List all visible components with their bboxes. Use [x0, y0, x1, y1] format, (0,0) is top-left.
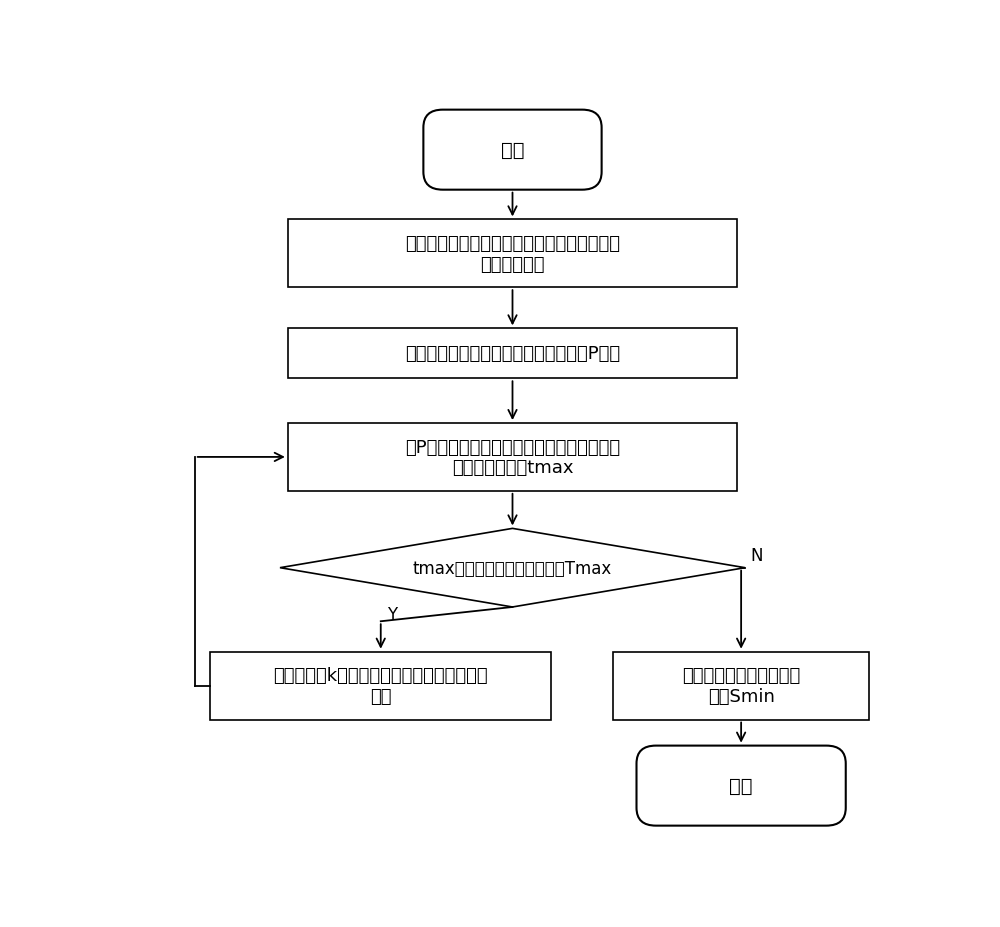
FancyBboxPatch shape [423, 110, 602, 190]
Text: tmax＜更新最大允许显示延迟Tmax: tmax＜更新最大允许显示延迟Tmax [413, 559, 612, 577]
FancyBboxPatch shape [288, 329, 737, 379]
Text: 假设移动测量设备初始显示的土地利用现状数
据宽度和高度: 假设移动测量设备初始显示的土地利用现状数 据宽度和高度 [405, 235, 620, 273]
Text: 对P个点一次调入周围空间地物并显示，并统
计得到最长时间tmax: 对P个点一次调入周围空间地物并显示，并统 计得到最长时间tmax [405, 438, 620, 476]
Text: Y: Y [387, 605, 397, 624]
Text: 在初始显示的土地利用现状数据上选择P个点: 在初始显示的土地利用现状数据上选择P个点 [405, 345, 620, 362]
Text: 退出: 退出 [729, 776, 753, 795]
Text: 按比例系数k扩大以上述每个点为中心的显示
区域: 按比例系数k扩大以上述每个点为中心的显示 区域 [273, 667, 488, 705]
FancyBboxPatch shape [288, 220, 737, 288]
FancyBboxPatch shape [637, 746, 846, 826]
Text: N: N [750, 546, 763, 565]
FancyBboxPatch shape [288, 424, 737, 491]
FancyBboxPatch shape [613, 652, 869, 719]
Text: 取前一次对应的显示比例
作为Smin: 取前一次对应的显示比例 作为Smin [682, 667, 800, 705]
FancyBboxPatch shape [210, 652, 551, 719]
Polygon shape [280, 528, 745, 607]
Text: 进入: 进入 [501, 141, 524, 160]
